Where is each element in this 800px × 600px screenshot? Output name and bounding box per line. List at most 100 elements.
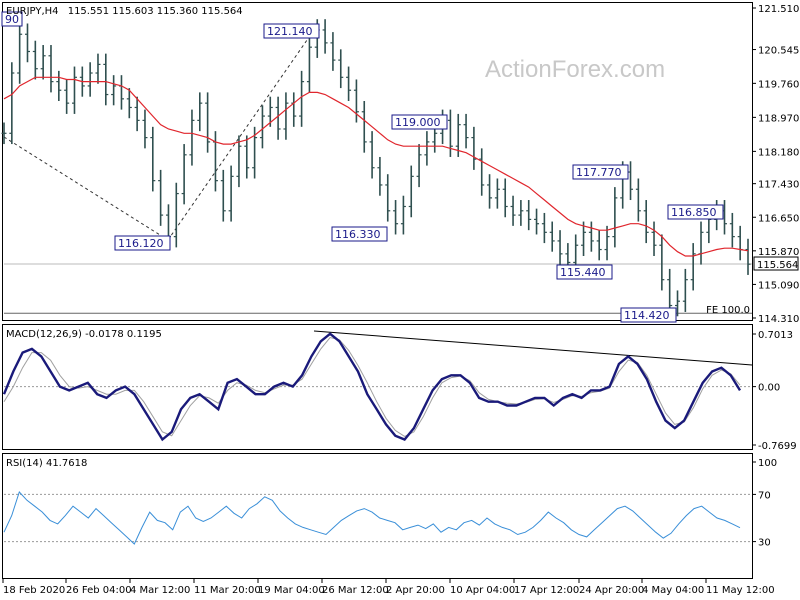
pivot-label-text: 117.770 <box>576 166 622 179</box>
price-bar <box>24 23 30 63</box>
price-bar <box>494 178 500 209</box>
pivot-label-text: 121.140 <box>267 25 313 38</box>
price-bar <box>510 195 516 226</box>
price-axis-label: 115.090 <box>758 280 799 291</box>
pivot-label-box <box>114 235 171 251</box>
price-bar <box>283 92 289 140</box>
current-price-text: 115.564 <box>757 260 798 271</box>
rsi-axis-label: 70 <box>758 490 771 501</box>
rsi-plot <box>3 491 752 545</box>
price-bar <box>259 105 265 149</box>
price-bar <box>447 109 453 157</box>
price-bar <box>228 165 234 222</box>
price-bar <box>745 238 751 275</box>
pivot-label-text: 116.850 <box>671 206 717 219</box>
price-bar <box>330 32 336 71</box>
price-bar <box>71 66 77 114</box>
pivot-label: 121.140 <box>263 23 320 39</box>
pivot-label-text: 116.330 <box>335 228 381 241</box>
price-bar <box>604 225 610 261</box>
price-bar <box>111 75 117 106</box>
pivot-label-text: 115.440 <box>560 266 606 279</box>
rsi-axis-label: 30 <box>758 538 771 549</box>
price-bar <box>299 70 305 127</box>
price-bar <box>220 169 226 222</box>
price-bar <box>549 221 555 252</box>
x-axis-label: 17 Apr 12:00 <box>514 585 579 596</box>
rsi-line <box>3 491 741 545</box>
price-bar <box>659 234 665 291</box>
price-bar <box>103 53 109 106</box>
current-price-tag: 115.564 <box>753 256 799 271</box>
price-bar <box>158 169 164 226</box>
price-bar <box>581 221 587 256</box>
macd-line <box>2 332 742 442</box>
price-bar <box>205 92 211 153</box>
price-axis-label: 116.650 <box>758 213 799 224</box>
pivot-label: 116.850 <box>667 204 724 220</box>
watermark: ActionForex.com <box>485 56 665 83</box>
price-bar <box>651 221 657 256</box>
price-bar <box>244 135 250 179</box>
price-bar <box>682 268 688 312</box>
price-bar <box>32 40 38 80</box>
price-bar <box>134 96 140 132</box>
pivot-label-text: 114.420 <box>624 309 670 322</box>
fe-label: FE 100.0 <box>706 305 750 316</box>
moving-average-line <box>3 76 749 257</box>
price-axis-label: 121.510 <box>758 4 799 15</box>
x-axis-label: 2 Apr 20:00 <box>386 585 445 596</box>
price-bar <box>95 53 101 84</box>
price-bar <box>361 101 367 153</box>
price-bar <box>17 23 23 84</box>
pivot-label-text: 119.000 <box>395 116 441 129</box>
pivot-label-box <box>263 23 320 39</box>
price-bar <box>541 212 547 244</box>
signal-line <box>3 336 741 437</box>
price-bar <box>150 126 156 192</box>
trendline-dashed <box>167 29 315 241</box>
price-bar <box>612 187 618 248</box>
price-axis-label: 119.760 <box>758 79 799 90</box>
pivot-label: 114.420 <box>620 307 677 323</box>
price-bar <box>479 148 485 196</box>
pivot-label-text: 90 <box>5 13 19 26</box>
price-bar <box>87 62 93 97</box>
pivot-label: 90 <box>1 11 23 27</box>
price-bar <box>416 144 422 188</box>
pivot-label: 115.440 <box>556 264 613 280</box>
pivot-label-box <box>1 11 23 27</box>
price-bar <box>40 45 46 80</box>
symbol-name: EURJPY,H4 <box>6 6 59 17</box>
x-axis-label: 10 Apr 04:00 <box>450 585 515 596</box>
price-bar <box>455 113 461 157</box>
price-bar <box>9 62 15 145</box>
price-bar <box>1 122 7 145</box>
x-axis-label: 24 Apr 20:00 <box>579 585 644 596</box>
price-bar <box>596 230 602 261</box>
price-bar <box>353 79 359 123</box>
symbol-label: EURJPY,H4 115.551 115.603 115.360 115.56… <box>6 6 243 17</box>
price-axis-label: 117.430 <box>758 180 799 191</box>
x-axis-label: 4 May 04:00 <box>642 585 704 596</box>
pivot-label: 117.770 <box>572 164 629 180</box>
price-bar <box>181 144 187 205</box>
rsi-title: RSI(14) 41.7618 <box>6 458 87 469</box>
price-bar <box>346 66 352 101</box>
current-price-box <box>753 256 799 271</box>
rsi-axis-label: 100 <box>758 458 777 469</box>
x-axis-label: 4 Mar 12:00 <box>130 585 190 596</box>
price-bar <box>275 96 281 140</box>
x-axis-label: 11 Mar 20:00 <box>194 585 261 596</box>
price-bar <box>189 109 195 166</box>
price-bar <box>690 243 696 291</box>
pivot-label-box <box>620 307 677 323</box>
price-axis-label: 120.545 <box>758 46 799 57</box>
macd-axis-label: -0.7699 <box>758 441 797 452</box>
pivot-label-box <box>556 264 613 280</box>
macd-trendline <box>313 330 753 366</box>
price-bar <box>471 126 477 170</box>
price-bar <box>526 200 532 231</box>
macd-axis-label: 0.7013 <box>758 330 793 341</box>
price-bar <box>518 200 524 226</box>
